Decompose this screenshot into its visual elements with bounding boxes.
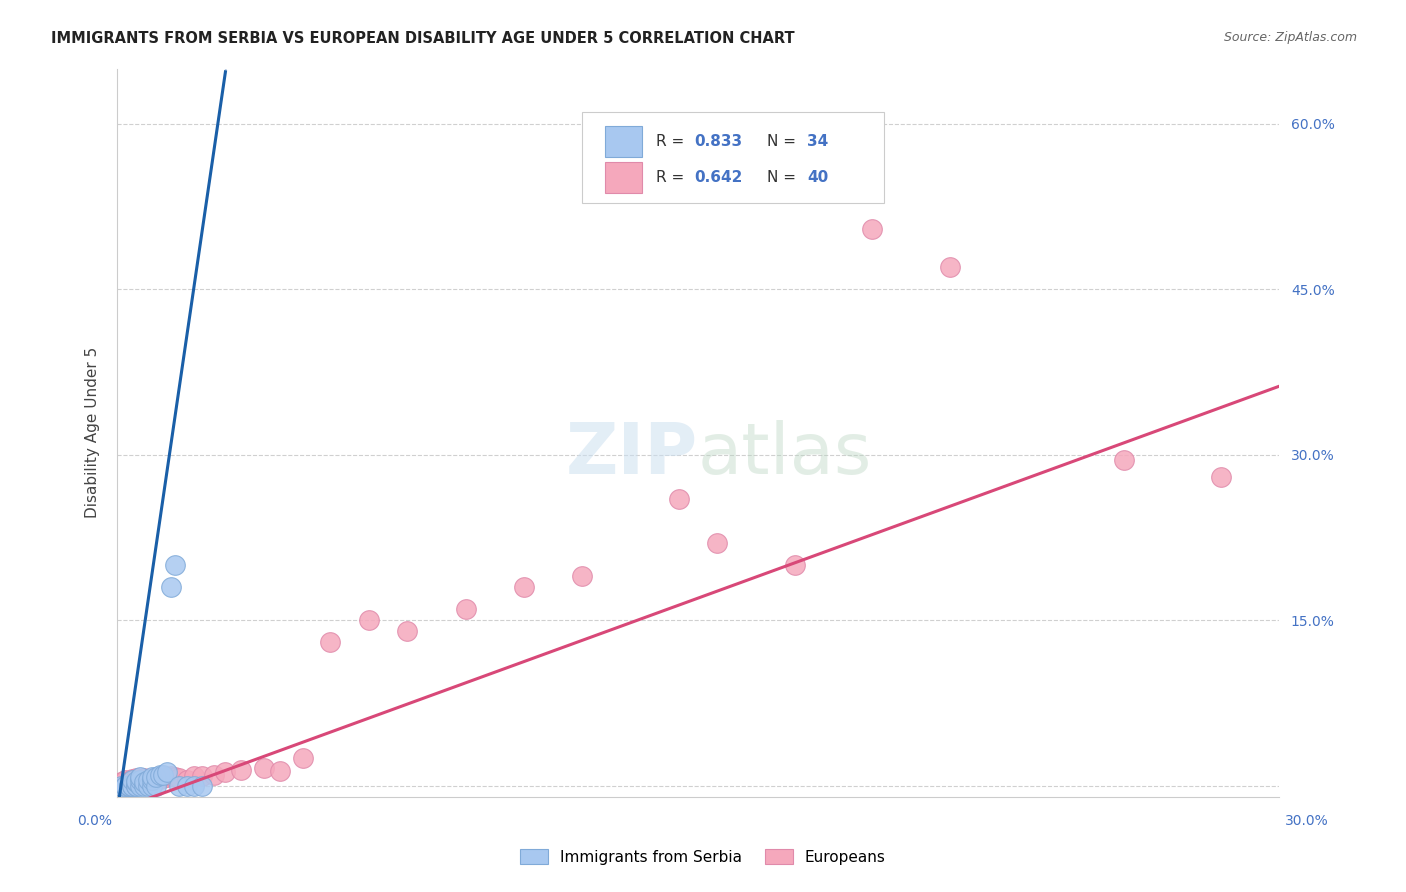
Point <box>129 773 152 788</box>
Point <box>860 221 883 235</box>
Point <box>132 775 155 789</box>
Point <box>571 569 593 583</box>
FancyBboxPatch shape <box>605 162 643 193</box>
Text: 40: 40 <box>807 170 828 186</box>
Point <box>132 774 155 789</box>
Point <box>129 770 152 784</box>
FancyBboxPatch shape <box>582 112 884 203</box>
Point <box>148 767 170 781</box>
Y-axis label: Disability Age Under 5: Disability Age Under 5 <box>86 347 100 518</box>
Point <box>136 773 159 788</box>
Text: 0.642: 0.642 <box>695 170 742 186</box>
Point <box>141 779 163 793</box>
Point <box>706 536 728 550</box>
Point <box>141 772 163 786</box>
Point <box>125 779 148 793</box>
Point <box>132 771 155 785</box>
Point <box>141 773 163 788</box>
Text: 0.833: 0.833 <box>695 134 742 149</box>
Point <box>129 773 152 788</box>
Point <box>253 761 276 775</box>
Point <box>114 779 136 793</box>
Point <box>114 773 136 788</box>
Point <box>783 558 806 572</box>
FancyBboxPatch shape <box>605 126 643 157</box>
Text: Source: ZipAtlas.com: Source: ZipAtlas.com <box>1223 31 1357 45</box>
Point <box>117 779 139 793</box>
Point <box>125 775 148 789</box>
Text: IMMIGRANTS FROM SERBIA VS EUROPEAN DISABILITY AGE UNDER 5 CORRELATION CHART: IMMIGRANTS FROM SERBIA VS EUROPEAN DISAB… <box>51 31 794 46</box>
Point <box>269 764 291 779</box>
Point <box>136 773 159 788</box>
Point <box>125 774 148 789</box>
Point <box>152 767 174 781</box>
Point <box>117 779 139 793</box>
Point <box>145 779 167 793</box>
Point <box>148 772 170 786</box>
Point <box>125 779 148 793</box>
Point <box>668 491 690 506</box>
Point <box>121 772 143 786</box>
Point <box>121 779 143 793</box>
Point <box>167 779 190 793</box>
Point <box>152 771 174 785</box>
Point <box>117 779 139 793</box>
Point <box>125 771 148 785</box>
Point <box>176 779 198 793</box>
Point <box>319 635 342 649</box>
Text: R =: R = <box>657 134 689 149</box>
Point <box>121 773 143 788</box>
Point <box>183 769 205 783</box>
Point <box>183 779 205 793</box>
Point <box>129 779 152 793</box>
Point <box>136 779 159 793</box>
Point <box>110 779 132 793</box>
Point <box>396 624 419 639</box>
Text: 30.0%: 30.0% <box>1285 814 1329 828</box>
Text: atlas: atlas <box>697 420 872 489</box>
Text: ZIP: ZIP <box>565 420 697 489</box>
Point <box>117 774 139 789</box>
Text: N =: N = <box>766 134 800 149</box>
Point <box>141 770 163 784</box>
Point <box>454 602 477 616</box>
Point <box>114 779 136 793</box>
Point <box>202 767 225 781</box>
Point <box>357 613 380 627</box>
Point <box>512 580 534 594</box>
Text: N =: N = <box>766 170 800 186</box>
Text: 34: 34 <box>807 134 828 149</box>
Point <box>214 765 236 780</box>
Point <box>156 765 179 780</box>
Point <box>125 774 148 789</box>
Point <box>121 779 143 793</box>
Text: R =: R = <box>657 170 689 186</box>
Point <box>160 769 183 783</box>
Point <box>145 771 167 785</box>
Point <box>229 763 252 777</box>
Point <box>191 769 214 783</box>
Point <box>132 779 155 793</box>
Legend: Immigrants from Serbia, Europeans: Immigrants from Serbia, Europeans <box>515 843 891 871</box>
Point <box>939 260 962 274</box>
Point <box>165 558 187 572</box>
Point <box>176 773 198 788</box>
Point <box>110 775 132 789</box>
Point <box>291 751 314 765</box>
Text: 0.0%: 0.0% <box>77 814 112 828</box>
Point <box>167 771 190 785</box>
Point <box>160 580 183 594</box>
Point <box>191 779 214 793</box>
Point <box>1114 453 1136 467</box>
Point <box>165 770 187 784</box>
Point <box>1209 469 1232 483</box>
Point <box>145 770 167 784</box>
Point <box>156 770 179 784</box>
